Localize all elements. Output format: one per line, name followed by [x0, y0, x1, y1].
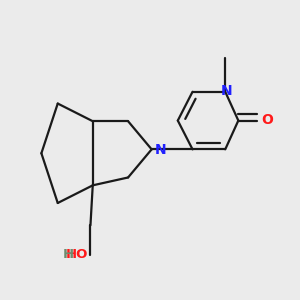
Text: N: N [155, 143, 166, 157]
Text: N: N [221, 84, 232, 98]
Text: H: H [63, 248, 74, 261]
Text: O: O [261, 113, 273, 127]
Text: HO: HO [65, 248, 88, 261]
